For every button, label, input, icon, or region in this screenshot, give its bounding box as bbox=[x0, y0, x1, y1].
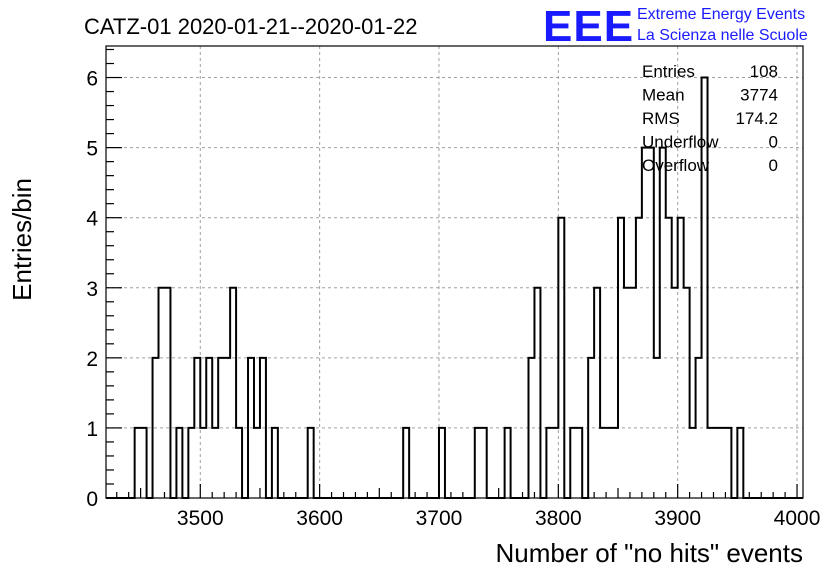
x-tick-label: 4000 bbox=[774, 507, 821, 530]
stat-value: 108 bbox=[750, 62, 778, 81]
x-tick-label: 3600 bbox=[296, 507, 343, 530]
stat-value: 0 bbox=[769, 156, 778, 175]
stat-label: Underflow bbox=[642, 133, 719, 152]
histogram-bin bbox=[672, 288, 678, 498]
histogram-bin bbox=[254, 428, 260, 498]
grid-lines bbox=[106, 46, 803, 498]
histogram-bin bbox=[552, 428, 558, 498]
x-axis-title: Number of "no hits" events bbox=[496, 538, 804, 568]
histogram-bin bbox=[708, 428, 714, 498]
histogram-bin bbox=[212, 428, 218, 498]
x-tick-label: 3700 bbox=[416, 507, 463, 530]
y-tick-label: 0 bbox=[86, 488, 98, 511]
stat-label: RMS bbox=[642, 109, 680, 128]
x-tick-label: 3900 bbox=[654, 507, 701, 530]
histogram-bin bbox=[713, 428, 719, 498]
histogram-bin bbox=[612, 428, 618, 498]
histogram-bin bbox=[630, 288, 636, 498]
x-tick-label: 3500 bbox=[177, 507, 224, 530]
stat-label: Entries bbox=[642, 62, 695, 81]
stat-label: Overflow bbox=[642, 156, 710, 175]
histogram-bin bbox=[624, 288, 630, 498]
y-tick-label: 1 bbox=[86, 418, 98, 441]
y-axis-title: Entries/bin bbox=[7, 178, 37, 301]
stat-value: 0 bbox=[769, 133, 778, 152]
y-tick-label: 2 bbox=[86, 348, 98, 371]
histogram-bin bbox=[690, 428, 696, 498]
eee-logo-line2: La Scienza nelle Scuole bbox=[637, 27, 808, 44]
stat-label: Mean bbox=[642, 86, 685, 105]
y-tick-label: 4 bbox=[86, 208, 98, 231]
eee-logo: EEE Extreme Energy Events La Scienza nel… bbox=[543, 2, 808, 51]
axis-tick-labels: 3500 3600 3700 3800 3900 4000 0 1 2 3 4 5 6 bbox=[86, 68, 820, 530]
histogram-bin bbox=[200, 428, 206, 498]
x-tick-label: 3800 bbox=[535, 507, 582, 530]
y-tick-label: 3 bbox=[86, 278, 98, 301]
y-tick-label: 6 bbox=[86, 68, 98, 91]
chart-title: CATZ-01 2020-01-21--2020-01-22 bbox=[84, 14, 417, 39]
stat-value: 3774 bbox=[740, 86, 778, 105]
y-tick-label: 5 bbox=[86, 138, 98, 161]
axis-ticks bbox=[106, 48, 798, 499]
histogram-bin bbox=[600, 428, 606, 498]
histogram-bin bbox=[719, 428, 725, 498]
plot-frame bbox=[105, 45, 804, 499]
stats-box: Entries 108 Mean 3774 RMS 174.2 Underflow 0 Over… bbox=[642, 62, 778, 175]
stat-value: 174.2 bbox=[735, 109, 778, 128]
histogram-bin bbox=[606, 428, 612, 498]
eee-logo-line1: Extreme Energy Events bbox=[637, 6, 805, 23]
eee-logo-mark: EEE bbox=[543, 2, 634, 51]
